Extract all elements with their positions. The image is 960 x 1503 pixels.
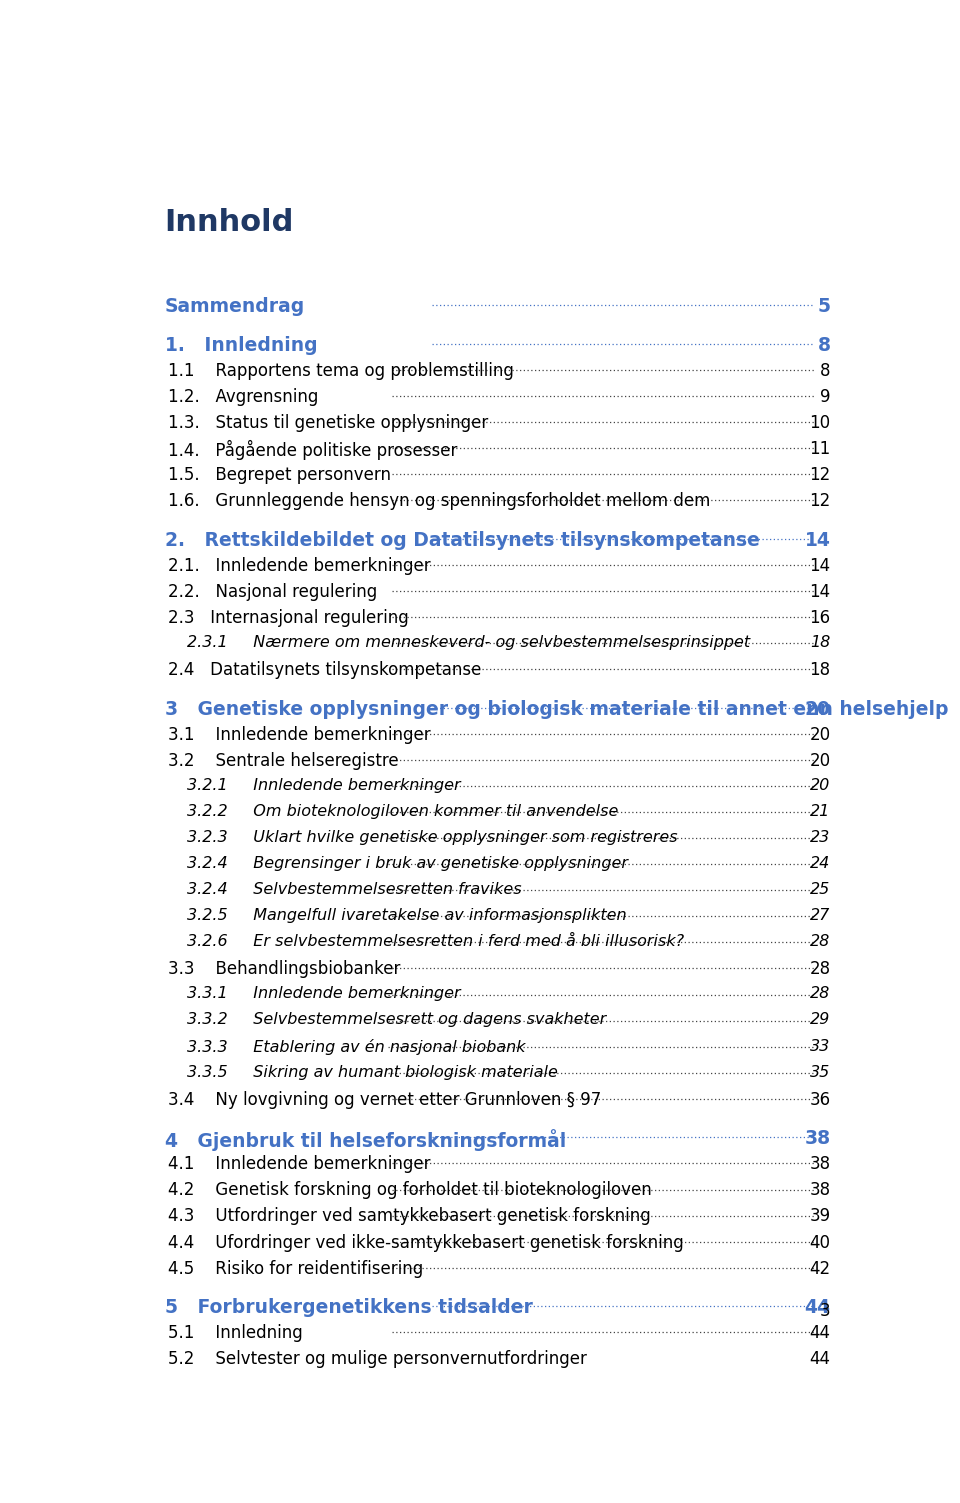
Text: 28: 28 [810, 935, 830, 950]
Text: 3.2.6     Er selvbestemmelsesretten i ferd med å bli illusorisk?: 3.2.6 Er selvbestemmelsesretten i ferd m… [187, 935, 684, 950]
Text: 2.2.   Nasjonal regulering: 2.2. Nasjonal regulering [168, 583, 377, 601]
Text: 2.   Rettskildebildet og Datatilsynets tilsynskompetanse: 2. Rettskildebildet og Datatilsynets til… [165, 531, 759, 550]
Text: 44: 44 [804, 1299, 830, 1317]
Text: 3.3    Behandlingsbiobanker: 3.3 Behandlingsbiobanker [168, 960, 400, 978]
Text: 18: 18 [809, 661, 830, 679]
Text: 3   Genetiske opplysninger og biologisk materiale til annet enn helsehjelp: 3 Genetiske opplysninger og biologisk ma… [165, 700, 948, 718]
Text: 3.1    Innledende bemerkninger: 3.1 Innledende bemerkninger [168, 726, 431, 744]
Text: 28: 28 [810, 986, 830, 1001]
Text: 35: 35 [810, 1064, 830, 1079]
Text: 3.2    Sentrale helseregistre: 3.2 Sentrale helseregistre [168, 752, 399, 770]
Text: 2.4   Datatilsynets tilsynskompetanse: 2.4 Datatilsynets tilsynskompetanse [168, 661, 482, 679]
Text: 18: 18 [810, 636, 830, 651]
Text: Sammendrag: Sammendrag [165, 298, 305, 316]
Text: 1.2.   Avgrensning: 1.2. Avgrensning [168, 388, 319, 406]
Text: 3.3.1     Innledende bemerkninger: 3.3.1 Innledende bemerkninger [187, 986, 461, 1001]
Text: 16: 16 [809, 609, 830, 627]
Text: 1.6.   Grunnleggende hensyn og spenningsforholdet mellom dem: 1.6. Grunnleggende hensyn og spenningsfo… [168, 493, 710, 510]
Text: 4.2    Genetisk forskning og forholdet til bioteknologiloven: 4.2 Genetisk forskning og forholdet til … [168, 1181, 652, 1199]
Text: 3.3.3     Etablering av én nasjonal biobank: 3.3.3 Etablering av én nasjonal biobank [187, 1039, 525, 1055]
Text: 12: 12 [809, 493, 830, 510]
Text: 1.   Innledning: 1. Innledning [165, 337, 317, 355]
Text: 2.3   Internasjonal regulering: 2.3 Internasjonal regulering [168, 609, 409, 627]
Text: 8: 8 [818, 337, 830, 355]
Text: 3.3.5     Sikring av humant biologisk materiale: 3.3.5 Sikring av humant biologisk materi… [187, 1064, 558, 1079]
Text: 4   Gjenbruk til helseforskningsformål: 4 Gjenbruk til helseforskningsformål [165, 1129, 565, 1151]
Text: 29: 29 [810, 1013, 830, 1028]
Text: 5.1    Innledning: 5.1 Innledning [168, 1324, 303, 1342]
Text: 20: 20 [809, 726, 830, 744]
Text: 3.2.2     Om bioteknologiloven kommer til anvendelse: 3.2.2 Om bioteknologiloven kommer til an… [187, 804, 618, 819]
Text: 3.2.5     Mangelfull ivaretakelse av informasjonsplikten: 3.2.5 Mangelfull ivaretakelse av informa… [187, 908, 627, 923]
Text: 25: 25 [810, 882, 830, 897]
Text: 20: 20 [809, 752, 830, 770]
Text: 1.4.   Pågående politiske prosesser: 1.4. Pågående politiske prosesser [168, 440, 458, 460]
Text: 38: 38 [804, 1129, 830, 1148]
Text: 3.2.4     Begrensinger i bruk av genetiske opplysninger: 3.2.4 Begrensinger i bruk av genetiske o… [187, 857, 628, 872]
Text: 14: 14 [804, 531, 830, 550]
Text: 1.1    Rapportens tema og problemstilling: 1.1 Rapportens tema og problemstilling [168, 362, 515, 380]
Text: 2.1.   Innledende bemerkninger: 2.1. Innledende bemerkninger [168, 558, 431, 576]
Text: 5   Forbrukergenetikkens tidsalder: 5 Forbrukergenetikkens tidsalder [165, 1299, 533, 1317]
Text: 40: 40 [809, 1234, 830, 1252]
Text: 4.1    Innledende bemerkninger: 4.1 Innledende bemerkninger [168, 1156, 431, 1174]
Text: 3.4    Ny lovgivning og vernet etter Grunnloven § 97: 3.4 Ny lovgivning og vernet etter Grunnl… [168, 1091, 602, 1109]
Text: 1.3.   Status til genetiske opplysninger: 1.3. Status til genetiske opplysninger [168, 415, 489, 433]
Text: 44: 44 [809, 1350, 830, 1368]
Text: 4.3    Utfordringer ved samtykkebasert genetisk forskning: 4.3 Utfordringer ved samtykkebasert gene… [168, 1207, 651, 1225]
Text: 4.5    Risiko for reidentifisering: 4.5 Risiko for reidentifisering [168, 1260, 423, 1278]
Text: 24: 24 [810, 857, 830, 872]
Text: 5: 5 [818, 298, 830, 316]
Text: 20: 20 [804, 700, 830, 718]
Text: 2.3.1     Nærmere om menneskeverd- og selvbestemmelsesprinsippet: 2.3.1 Nærmere om menneskeverd- og selvbe… [187, 636, 750, 651]
Text: 14: 14 [809, 558, 830, 576]
Text: 3: 3 [820, 1302, 830, 1320]
Text: 36: 36 [809, 1091, 830, 1109]
Text: 12: 12 [809, 466, 830, 484]
Text: 27: 27 [810, 908, 830, 923]
Text: 1.5.   Begrepet personvern: 1.5. Begrepet personvern [168, 466, 392, 484]
Text: 3.2.3     Uklart hvilke genetiske opplysninger som registreres: 3.2.3 Uklart hvilke genetiske opplysning… [187, 830, 678, 845]
Text: Innhold: Innhold [165, 207, 294, 237]
Text: 3.2.4     Selvbestemmelsesretten fravikes: 3.2.4 Selvbestemmelsesretten fravikes [187, 882, 521, 897]
Text: 23: 23 [810, 830, 830, 845]
Text: 9: 9 [820, 388, 830, 406]
Text: 44: 44 [809, 1324, 830, 1342]
Text: 21: 21 [810, 804, 830, 819]
Text: 33: 33 [810, 1039, 830, 1054]
Text: 10: 10 [809, 415, 830, 433]
Text: 39: 39 [809, 1207, 830, 1225]
Text: 5.2    Selvtester og mulige personvernutfordringer: 5.2 Selvtester og mulige personvernutfor… [168, 1350, 588, 1368]
Text: 20: 20 [810, 779, 830, 794]
Text: 28: 28 [809, 960, 830, 978]
Text: 42: 42 [809, 1260, 830, 1278]
Text: 38: 38 [809, 1181, 830, 1199]
Text: 4.4    Ufordringer ved ikke-samtykkebasert genetisk forskning: 4.4 Ufordringer ved ikke-samtykkebasert … [168, 1234, 684, 1252]
Text: 8: 8 [820, 362, 830, 380]
Text: 38: 38 [809, 1156, 830, 1174]
Text: 3.2.1     Innledende bemerkninger: 3.2.1 Innledende bemerkninger [187, 779, 461, 794]
Text: 3.3.2     Selvbestemmelsesrett og dagens svakheter: 3.3.2 Selvbestemmelsesrett og dagens sva… [187, 1013, 606, 1028]
Text: 11: 11 [809, 440, 830, 458]
Text: 14: 14 [809, 583, 830, 601]
